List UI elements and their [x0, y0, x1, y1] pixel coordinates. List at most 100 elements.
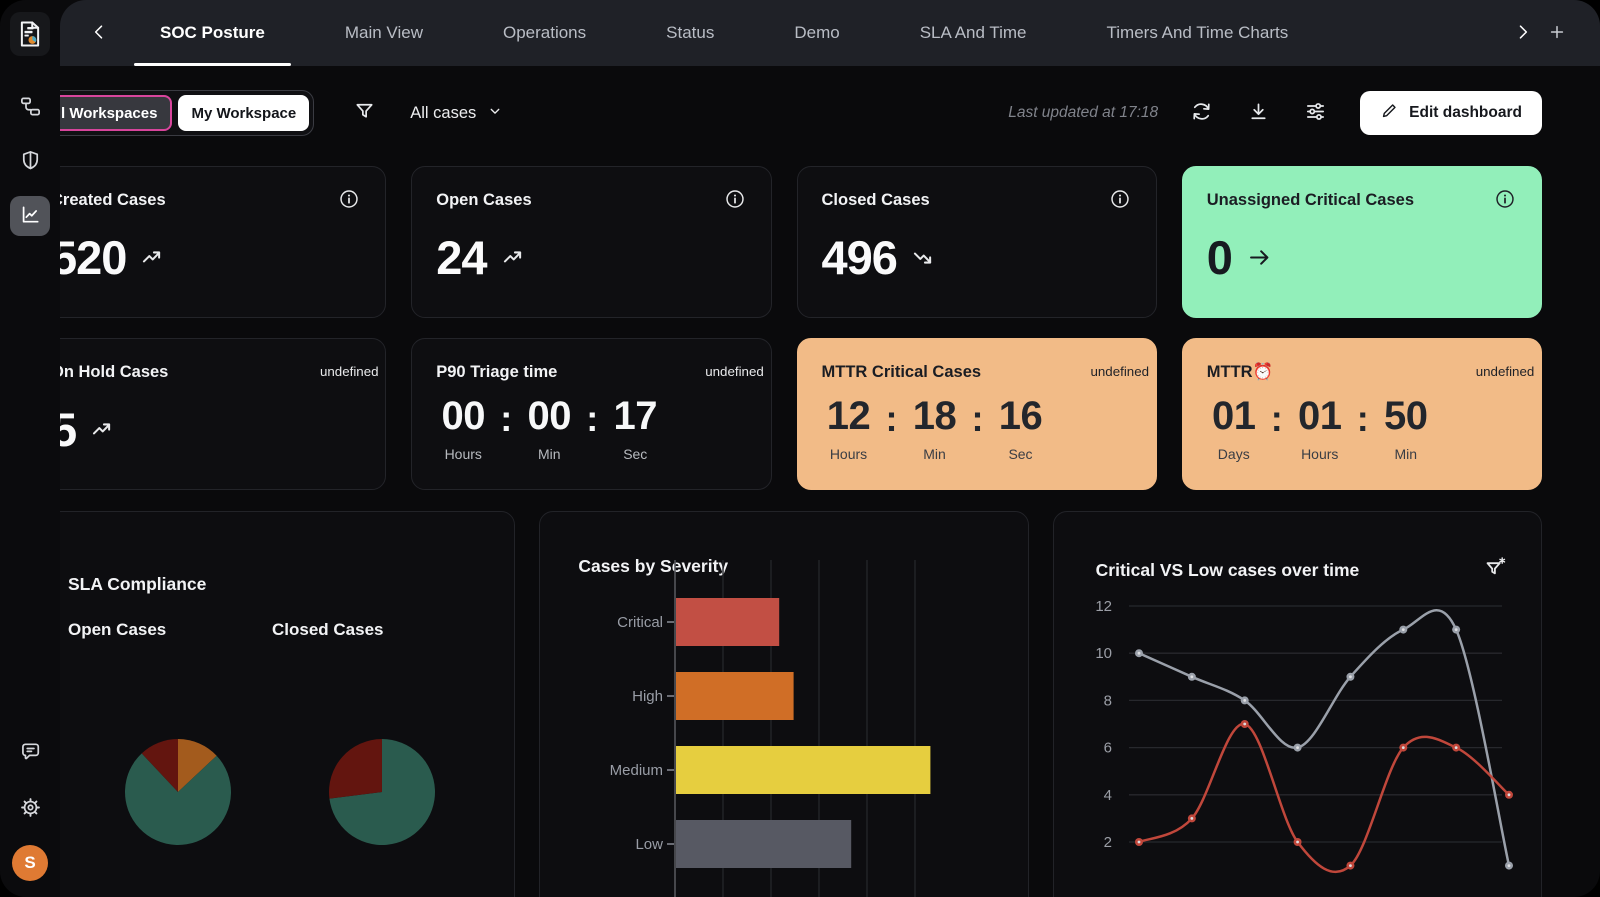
kpi-value-row: 0	[1207, 230, 1517, 285]
tab-operations[interactable]: Operations	[463, 0, 626, 66]
filter-star-icon[interactable]: undefined	[1090, 359, 1149, 383]
chevron-left-icon	[89, 22, 109, 45]
dashboard-content: All Workspaces My Workspace All cases La…	[0, 90, 1600, 897]
pencil-icon	[1380, 101, 1399, 125]
info-icon[interactable]	[1108, 187, 1132, 211]
kpi-card-created-cases: Created Cases 520	[26, 166, 387, 318]
cases-filter-dropdown[interactable]: All cases	[410, 102, 504, 125]
time-unit: Min	[923, 446, 946, 462]
kpi-title: P90 Triage time	[436, 363, 558, 381]
sla-compliance-panel: SLA Compliance Open Cases Closed Cases	[26, 511, 516, 897]
cases-filter-value: All cases	[410, 103, 477, 122]
download-button[interactable]	[1244, 99, 1272, 127]
download-icon	[1247, 100, 1270, 126]
tabs-scroll-left-button[interactable]	[82, 16, 116, 50]
kpi-card-mttr: MTTR⏰ undefined 01 Days:01 Hours:50 Min	[1181, 338, 1542, 490]
sidebar-item-security[interactable]	[10, 142, 50, 182]
svg-text:2: 2	[1103, 834, 1111, 851]
time-unit: Sec	[623, 446, 648, 462]
sidebar-item-dashboards[interactable]	[10, 196, 50, 236]
pie-label-open-cases: Open Cases	[68, 620, 167, 639]
time-unit: Days	[1217, 446, 1250, 462]
kpi-card-mttr-critical-cases: MTTR Critical Cases undefined 12 Hours:18 Mi…	[796, 338, 1157, 490]
time-separator: :	[586, 398, 599, 439]
info-icon[interactable]	[1493, 187, 1517, 211]
sidebar-item-workflows[interactable]	[10, 88, 50, 128]
kpi-title: MTTR⏰	[1206, 363, 1274, 381]
tab-sla-and-time[interactable]: SLA And Time	[880, 0, 1067, 66]
critical-vs-low-line-chart: 12 10 8 6 4 2	[1095, 598, 1513, 873]
info-icon[interactable]	[337, 187, 361, 211]
svg-text:Low: Low	[636, 836, 664, 853]
toolbar-right: Last updated at 17:18 Edit dashboard	[1008, 91, 1542, 135]
kpi-value: 24	[436, 231, 487, 284]
add-tab-button[interactable]	[1540, 16, 1574, 50]
funnel-icon	[353, 100, 376, 126]
time-separator: :	[1270, 398, 1283, 439]
kpi-time-row: 12 Hours:18 Min:16 Sec	[822, 394, 1132, 462]
tab-status[interactable]: Status	[626, 0, 754, 66]
time-unit: Min	[537, 446, 561, 462]
sidebar-item-chat[interactable]	[10, 733, 50, 773]
workspace-toggle: All Workspaces My Workspace	[26, 90, 315, 136]
kpi-grid: Created Cases 520 Open Cases 24 Closed Cases…	[26, 166, 1542, 490]
svg-text:10: 10	[1095, 645, 1112, 662]
info-icon[interactable]	[723, 187, 747, 211]
time-group-hours: 12 Hours	[822, 394, 876, 462]
kpi-title: Open Cases	[436, 191, 532, 209]
sla-pie-charts	[125, 739, 436, 845]
time-value: 16	[998, 394, 1043, 438]
sidebar: S	[0, 0, 60, 897]
kpi-value-row: 5	[51, 402, 361, 457]
time-unit: Hours	[444, 446, 482, 462]
time-value: 01	[1212, 394, 1256, 438]
svg-text:8: 8	[1103, 692, 1111, 709]
panel-title: Cases by Severity	[578, 556, 729, 576]
cases-by-severity-panel: Cases by Severity Critical High Medium Low	[539, 511, 1029, 897]
kpi-card-on-hold-cases: On Hold Cases undefined 5	[26, 338, 387, 490]
chevron-down-icon	[486, 102, 504, 125]
display-settings-button[interactable]	[1301, 99, 1329, 127]
time-value: 50	[1384, 394, 1428, 438]
filter-star-icon[interactable]: undefined	[320, 359, 379, 383]
kpi-value-row: 24	[436, 230, 746, 285]
chat-icon	[19, 740, 42, 766]
chart-filter-button[interactable]	[1483, 556, 1509, 582]
pie-label-closed-cases: Closed Cases	[272, 620, 384, 639]
tab-main-view[interactable]: Main View	[305, 0, 463, 66]
tab-label: Status	[666, 23, 715, 42]
filter-star-icon[interactable]: undefined	[705, 359, 764, 383]
refresh-button[interactable]	[1187, 99, 1215, 127]
avatar[interactable]: S	[12, 845, 48, 881]
kpi-title: MTTR Critical Cases	[821, 363, 982, 381]
time-value: 01	[1298, 394, 1342, 438]
filter-button[interactable]	[350, 99, 378, 127]
critical-vs-low-panel: Critical VS Low cases over time 12 10 8 6 4 2	[1052, 511, 1542, 897]
time-group-sec: 17 Sec	[608, 394, 662, 462]
tab-label: SLA And Time	[919, 23, 1027, 42]
app-logo-icon[interactable]	[10, 12, 50, 56]
charts-grid: SLA Compliance Open Cases Closed Cases C…	[26, 511, 1542, 897]
my-workspace-toggle[interactable]: My Workspace	[178, 95, 310, 131]
svg-text:Medium: Medium	[610, 762, 663, 779]
tab-timers-and-time-charts[interactable]: Timers And Time Charts	[1067, 0, 1329, 66]
time-separator: :	[500, 398, 513, 439]
trend-up-icon	[140, 244, 167, 271]
time-group-min: 00 Min	[522, 394, 576, 462]
sidebar-item-settings[interactable]	[10, 789, 50, 829]
tabs-scroll-right-button[interactable]	[1506, 16, 1540, 50]
filter-star-icon[interactable]: undefined	[1476, 359, 1535, 383]
tab-demo[interactable]: Demo	[754, 0, 879, 66]
time-group-sec: 16 Sec	[994, 394, 1048, 462]
trend-up-icon	[90, 416, 117, 443]
sidebar-bottom: S	[10, 733, 50, 881]
kpi-card-closed-cases: Closed Cases 496	[796, 166, 1157, 318]
time-separator: :	[971, 398, 984, 439]
svg-text:4: 4	[1103, 787, 1111, 804]
edit-dashboard-button[interactable]: Edit dashboard	[1360, 91, 1542, 135]
severity-bar-chart: Critical High Medium Low	[610, 560, 931, 897]
kpi-title: On Hold Cases	[51, 363, 169, 381]
tab-soc-posture[interactable]: SOC Posture	[120, 0, 305, 66]
kpi-value: 496	[821, 231, 898, 284]
pie-labels: Open Cases Closed Cases	[68, 620, 384, 640]
